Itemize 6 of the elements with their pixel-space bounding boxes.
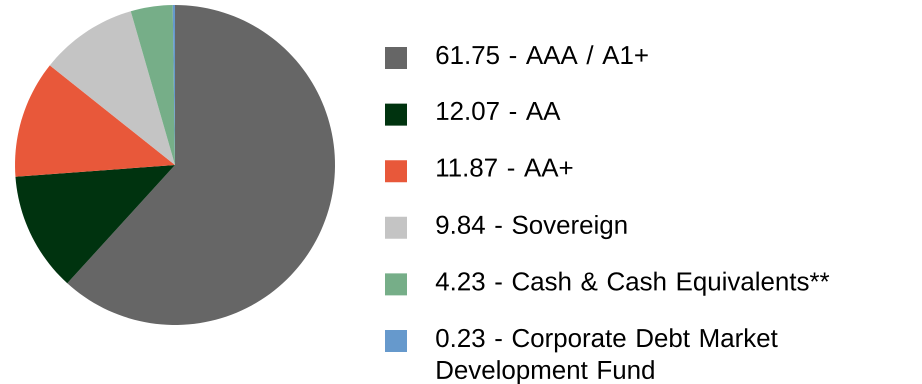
legend-label: 4.23 - Cash & Cash Equivalents**: [436, 271, 830, 296]
legend-label: 11.87 - AA+: [437, 158, 572, 177]
legend-label: 12.07 - AA: [437, 102, 560, 120]
legend-label: 0.23 - Corporate Debt Market Development Fund: [436, 328, 778, 384]
legend-label: 9.84 - Sovereign: [436, 214, 626, 240]
legend-label: 61.75 - AAA / A1+: [436, 45, 648, 64]
